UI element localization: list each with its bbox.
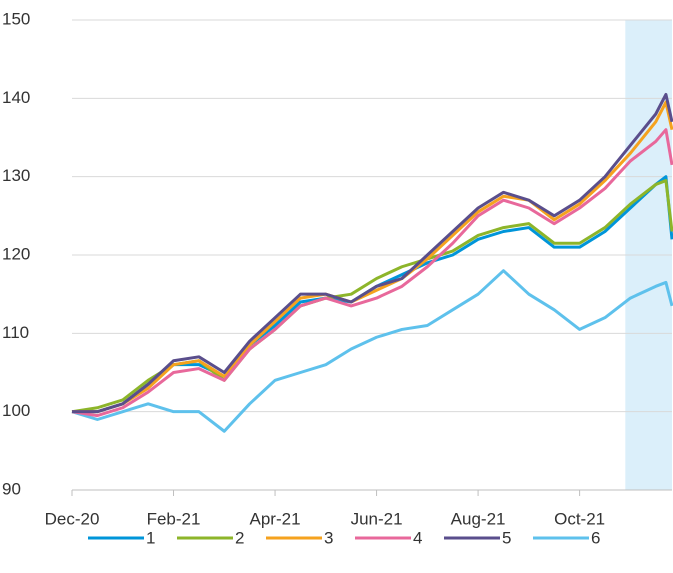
series-line — [71, 128, 673, 418]
y-tick-label: 130 — [2, 166, 30, 185]
y-tick-label: 150 — [2, 9, 30, 28]
legend-label: 5 — [502, 528, 511, 547]
series-line — [71, 269, 673, 433]
x-tick-label: Feb-21 — [147, 509, 201, 528]
x-tick-label: Aug-21 — [451, 509, 506, 528]
y-tick-label: 120 — [2, 244, 30, 263]
legend-label: 2 — [235, 528, 244, 547]
x-tick-label: Apr-21 — [250, 509, 301, 528]
series-line — [72, 100, 673, 414]
y-tick-label: 110 — [2, 323, 29, 342]
legend-label: 3 — [324, 528, 333, 547]
x-tick-label: Jun-21 — [351, 509, 403, 528]
y-tick-label: 100 — [2, 401, 30, 420]
legend-label: 4 — [413, 528, 422, 547]
y-tick-label: 90 — [2, 479, 21, 498]
legend-label: 6 — [591, 528, 600, 547]
y-tick-label: 140 — [2, 88, 30, 107]
x-tick-label: Oct-21 — [554, 509, 605, 528]
legend-label: 1 — [146, 528, 155, 547]
series-line — [72, 92, 673, 414]
x-tick-label: Dec-20 — [45, 509, 100, 528]
